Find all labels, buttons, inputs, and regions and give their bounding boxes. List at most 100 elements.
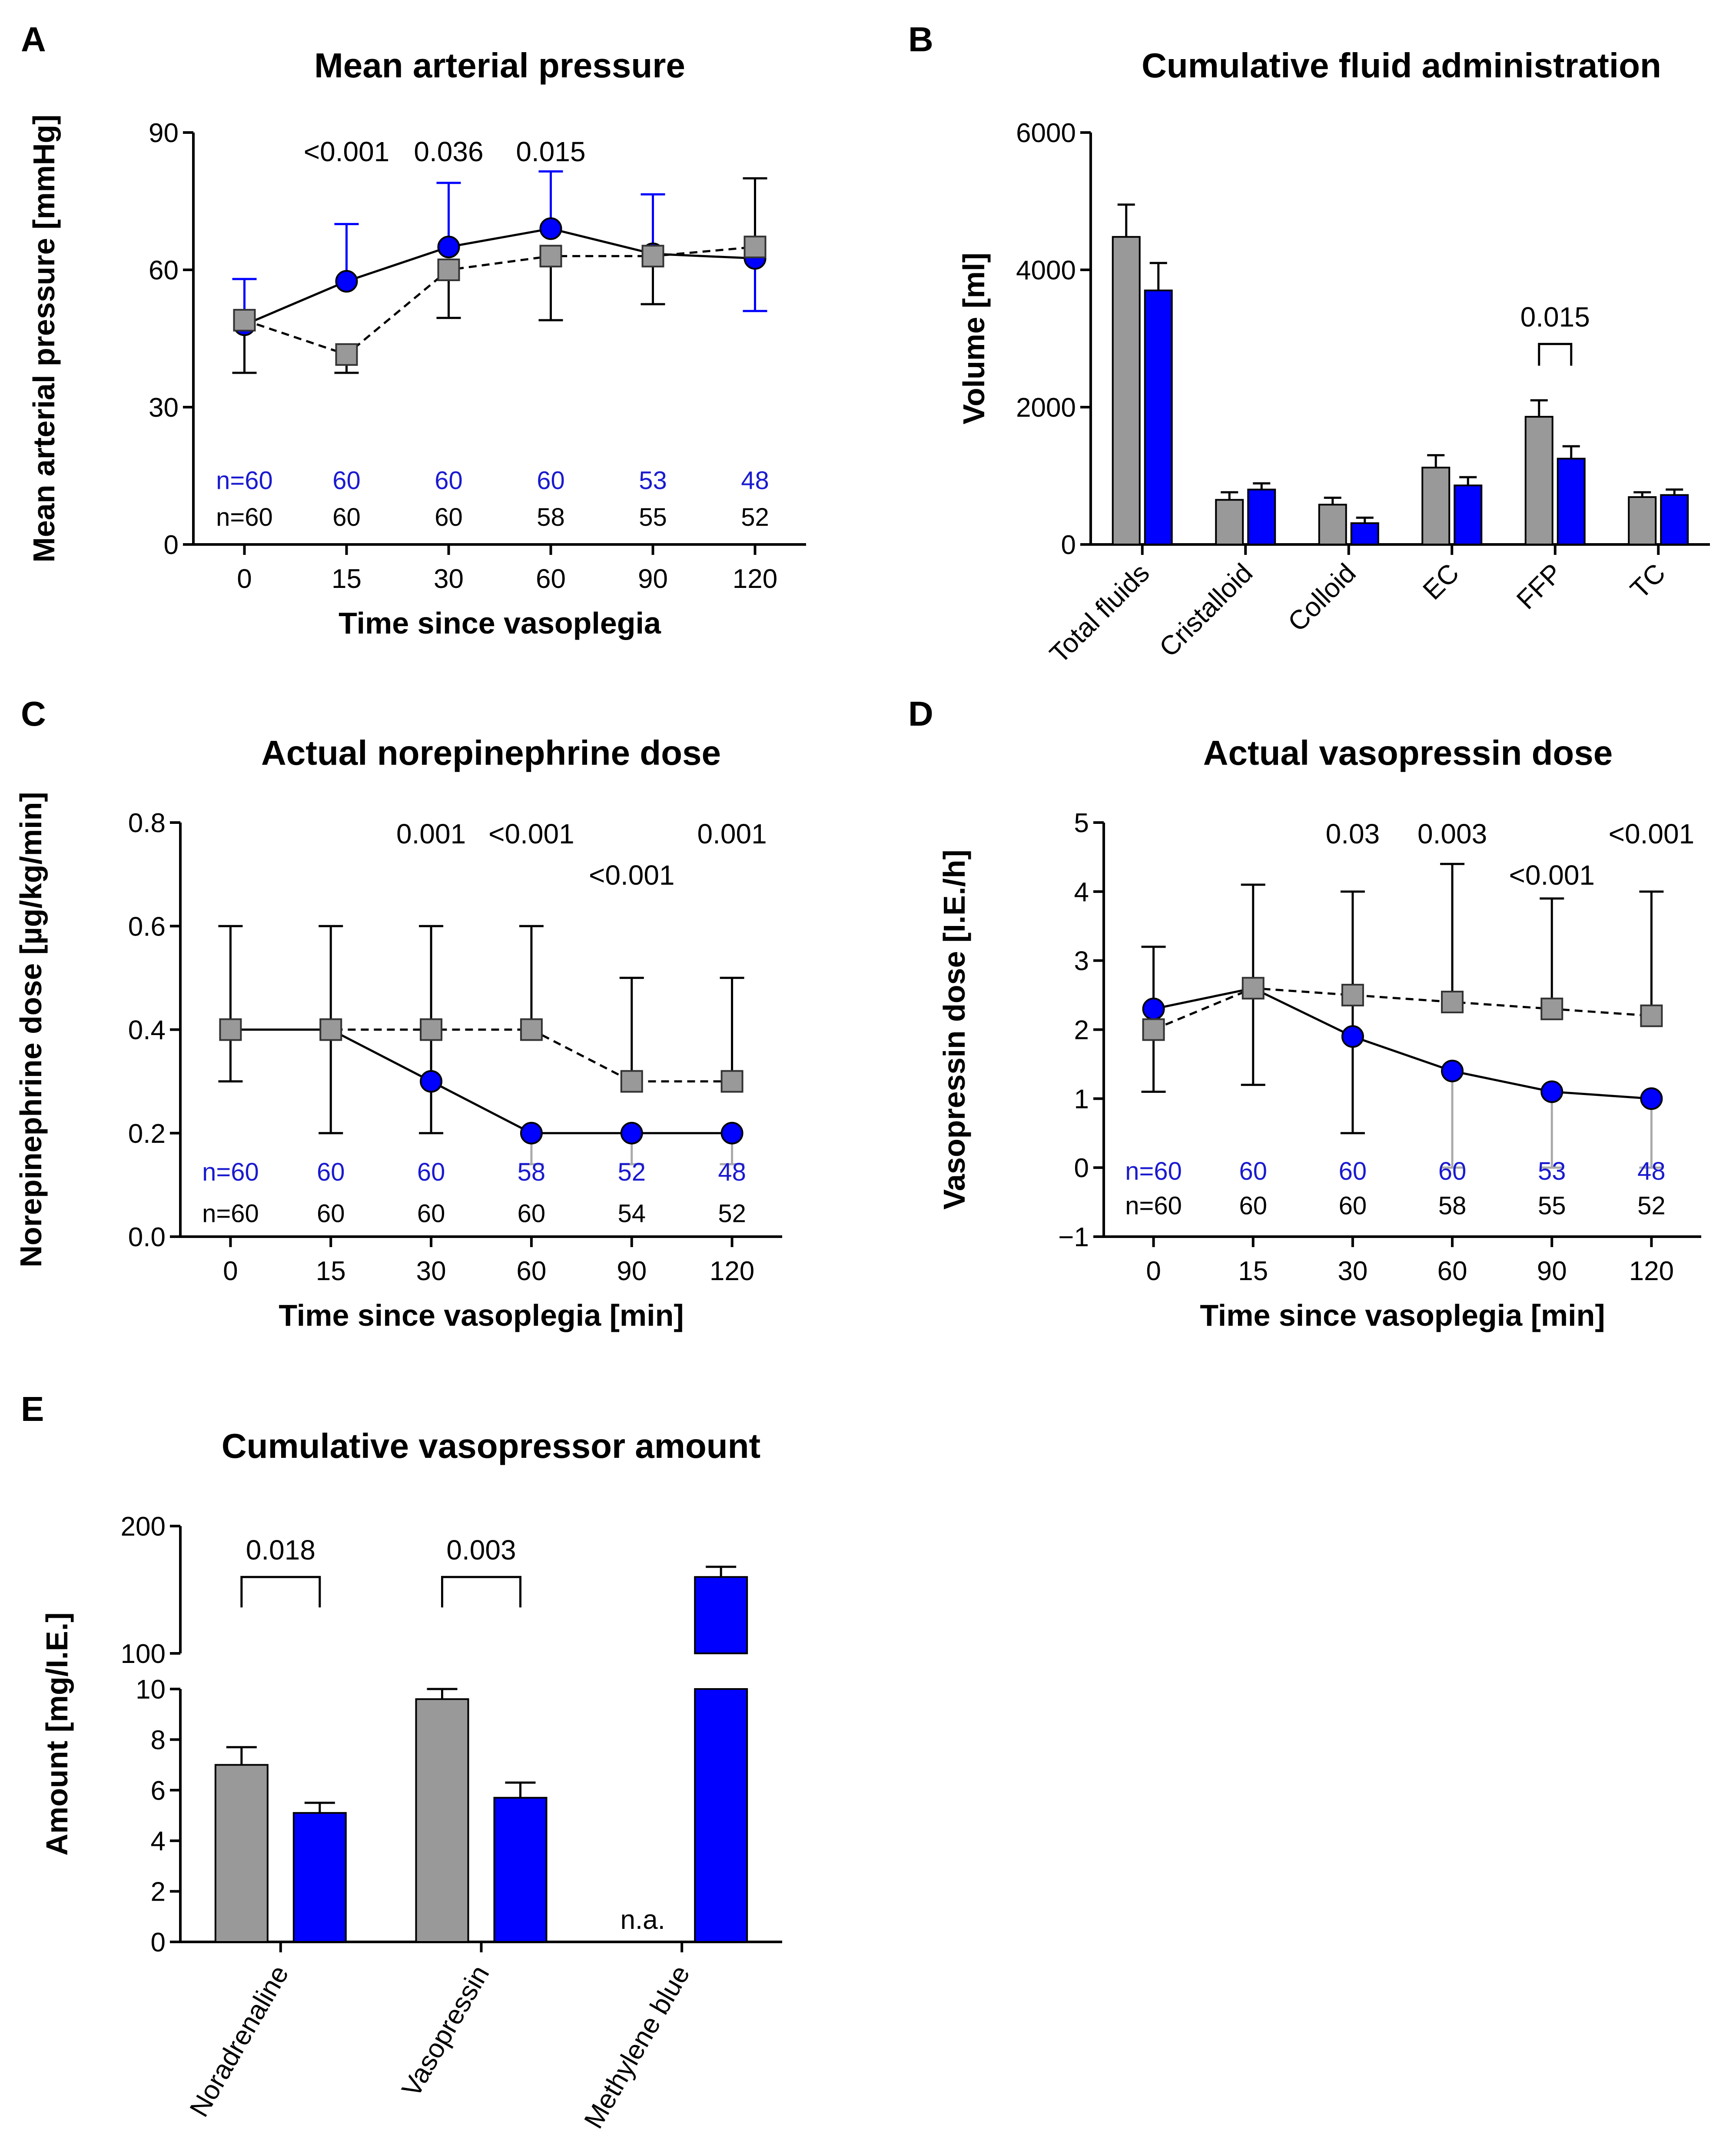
significance-bracket (441, 1576, 521, 1608)
data-point-blue (420, 1070, 443, 1093)
y-tick-label: 4 (151, 1826, 166, 1856)
y-axis-label: Norepinephrine dose [µg/kg/min] (14, 792, 48, 1267)
bar-gray (214, 1764, 269, 1943)
y-tick-label: 2 (151, 1877, 166, 1907)
x-tick-label: 15 (332, 564, 362, 594)
data-point-gray (1341, 984, 1364, 1007)
x-axis-label: Time since vasoplegia [min] (279, 1298, 684, 1332)
bar-blue (292, 1812, 347, 1943)
x-axis-label: Time since vasoplegia (339, 606, 661, 640)
series-line-gray (230, 1029, 732, 1083)
bar-gray (1524, 416, 1553, 545)
data-point-gray (1441, 990, 1464, 1013)
x-tick-label: 15 (316, 1256, 346, 1286)
not-applicable-label: n.a. (620, 1905, 665, 1935)
panel-label-c: C (21, 694, 46, 733)
x-tick-label: 15 (1238, 1256, 1268, 1286)
data-point-blue (335, 270, 358, 293)
data-point-blue (720, 1122, 744, 1145)
data-point-gray (335, 343, 358, 366)
x-tick-label: EC (1417, 558, 1465, 606)
x-tick-label: 0 (237, 564, 252, 594)
panel-label-d: D (908, 694, 933, 733)
x-tick-label: FFP (1511, 558, 1568, 615)
n-count-label: 58 (537, 503, 565, 531)
data-point-gray (520, 1018, 543, 1041)
n-count-label: 60 (317, 1158, 345, 1186)
n-count-label: 60 (1339, 1157, 1367, 1185)
x-tick-label: 30 (1338, 1256, 1368, 1286)
panel-a: A Mean arterial pressure 0 30 60 90 0 15 30 60 9… (21, 20, 806, 640)
n-count-label: 53 (1538, 1157, 1566, 1185)
x-tick-label: 120 (733, 564, 777, 594)
n-count-label: 55 (1538, 1192, 1566, 1220)
y-tick-label: 6 (151, 1776, 166, 1806)
data-point-gray (539, 245, 562, 268)
p-value-label: 0.036 (414, 136, 483, 167)
chart-title-a: Mean arterial pressure (314, 46, 685, 85)
series-line-blue (244, 227, 755, 326)
chart-title-d: Actual vasopressin dose (1203, 733, 1613, 772)
x-axis-label: Time since vasoplegia [min] (1200, 1298, 1605, 1332)
n-count-label: 52 (718, 1199, 746, 1228)
n-count-label: 60 (332, 503, 361, 531)
p-value-label: <0.001 (589, 859, 675, 891)
x-tick-label: Cristalloid (1154, 558, 1258, 663)
x-tick-label: Total fluids (1044, 558, 1155, 669)
y-tick-label: 0.8 (128, 808, 166, 838)
n-count-label: 52 (741, 503, 769, 531)
series-line-blue (1153, 987, 1652, 1100)
data-point-gray (420, 1018, 443, 1041)
x-tick-label: 0 (1146, 1256, 1161, 1286)
y-tick-label: 0 (164, 530, 179, 560)
data-point-gray (1142, 1018, 1165, 1041)
data-point-blue (1341, 1025, 1364, 1048)
x-tick-label: 90 (638, 564, 668, 594)
n-count-label: 60 (417, 1158, 445, 1186)
bar-blue (1247, 488, 1276, 545)
y-tick-label: 8 (151, 1725, 166, 1755)
p-value-label: 0.015 (1520, 302, 1590, 333)
p-value-label: <0.001 (1509, 859, 1595, 891)
panel-label-a: A (21, 20, 46, 59)
n-count-label: 60 (1239, 1157, 1267, 1185)
bar-blue-lower (694, 1688, 748, 1943)
data-point-blue (539, 217, 562, 240)
p-value-label: <0.001 (488, 818, 574, 850)
n-count-label: 60 (518, 1199, 546, 1228)
data-point-blue (1540, 1080, 1563, 1103)
y-tick-label: 0 (1074, 1153, 1089, 1183)
bar-blue (1350, 522, 1379, 546)
n-count-label: 60 (317, 1199, 345, 1228)
n-count-label: 54 (617, 1199, 646, 1228)
chart-title-b: Cumulative fluid administration (1142, 46, 1661, 85)
n-count-label: 60 (332, 467, 361, 495)
n-count-label: n=60 (202, 1158, 259, 1186)
significance-bracket (240, 1576, 321, 1608)
bar-gray (1421, 467, 1451, 546)
y-tick-label: 0 (151, 1928, 166, 1958)
bar-gray (1215, 499, 1244, 546)
p-value-label: <0.001 (1609, 818, 1695, 850)
n-count-label: n=60 (1125, 1192, 1182, 1220)
p-value-label: 0.001 (697, 818, 767, 850)
n-count-label: n=60 (216, 467, 273, 495)
panel-e: E Cumulative vasopressor amount 0 2 4 6 8 10 1… (21, 1390, 782, 2134)
p-value-label: 0.03 (1326, 818, 1380, 850)
p-value-label: 0.003 (1417, 818, 1487, 850)
x-tick-label: Noradrenaline (184, 1961, 294, 2122)
y-tick-label: 60 (149, 256, 179, 285)
y-tick-label: 4000 (1016, 256, 1076, 285)
panel-d: D Actual vasopressin dose −1 0 1 2 3 4 5 0 15 30 6… (908, 694, 1701, 1332)
y-tick-label: 90 (149, 118, 179, 148)
x-tick-label: 90 (617, 1256, 647, 1286)
n-count-label: 60 (537, 467, 565, 495)
bar-gray (1628, 496, 1657, 545)
p-value-label: 0.003 (446, 1534, 516, 1566)
y-tick-label: 3 (1074, 946, 1089, 976)
chart-title-c: Actual norepinephrine dose (261, 733, 721, 772)
data-point-gray (620, 1070, 643, 1093)
y-tick-label: 100 (121, 1639, 166, 1669)
n-count-label: 48 (741, 467, 769, 495)
